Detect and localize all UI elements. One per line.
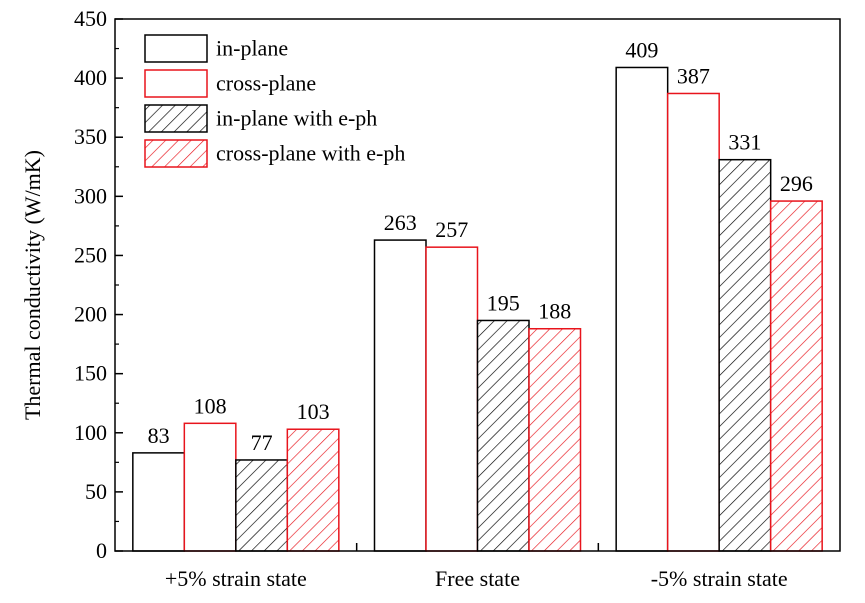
legend-swatch-0 [144, 34, 208, 63]
bar-0-2 [235, 459, 289, 552]
legend: in-plane cross-plane in-plane with e-ph cro… [144, 34, 405, 168]
bar-0-3 [286, 428, 340, 552]
bar-2-0 [615, 66, 669, 552]
data-label-0-1: 108 [194, 393, 227, 418]
legend-swatch-1 [144, 69, 208, 98]
y-tick-label-5: 250 [74, 242, 107, 267]
bar-0-1 [183, 422, 237, 552]
legend-swatch-2 [144, 104, 208, 133]
bar-2-3 [769, 200, 823, 552]
data-label-1-2: 195 [487, 290, 520, 315]
data-label-2-0: 409 [625, 37, 658, 62]
data-label-2-3: 296 [780, 171, 813, 196]
data-label-1-3: 188 [538, 299, 571, 324]
data-label-2-2: 331 [728, 130, 761, 155]
legend-label-1: cross-plane [216, 71, 316, 96]
x-category-label-1: Free state [435, 566, 520, 591]
bar-2-2 [718, 158, 772, 552]
bar-1-0 [373, 239, 427, 552]
y-tick-label-7: 350 [74, 124, 107, 149]
legend-label-2: in-plane with e-ph [216, 106, 377, 131]
legend-label-0: in-plane [216, 36, 288, 61]
data-label-0-0: 83 [148, 423, 170, 448]
x-axis-ticks: +5% strain state Free state -5% strain sta… [165, 543, 788, 591]
y-axis-ticks: 0 50 100 150 200 250 300 350 400 450 [74, 6, 123, 563]
legend-label-3: cross-plane with e-ph [216, 141, 405, 166]
y-tick-label-2: 100 [74, 420, 107, 445]
x-category-label-2: -5% strain state [651, 566, 788, 591]
x-category-label-0: +5% strain state [165, 566, 307, 591]
bars-group [132, 66, 823, 552]
bar-1-1 [425, 246, 479, 552]
data-label-0-3: 103 [297, 399, 330, 424]
data-label-0-2: 77 [251, 430, 273, 455]
bar-1-2 [476, 319, 530, 552]
data-label-1-1: 257 [435, 217, 468, 242]
y-tick-label-3: 150 [74, 361, 107, 386]
y-tick-label-4: 200 [74, 302, 107, 327]
y-tick-label-1: 50 [85, 479, 107, 504]
y-tick-label-0: 0 [96, 538, 107, 563]
bar-2-1 [666, 92, 720, 552]
y-axis-title: Thermal conductivity (W/mK) [20, 150, 45, 420]
y-tick-label-9: 450 [74, 6, 107, 31]
bar-0-0 [132, 452, 186, 552]
y-tick-label-8: 400 [74, 65, 107, 90]
data-labels-group: 83 108 77 103 263 257 195 188 409 387 331 296 [148, 37, 813, 454]
bar-1-3 [528, 327, 582, 552]
legend-swatch-3 [144, 139, 208, 168]
data-label-1-0: 263 [384, 210, 417, 235]
y-tick-label-6: 300 [74, 183, 107, 208]
data-label-2-1: 387 [677, 63, 710, 88]
